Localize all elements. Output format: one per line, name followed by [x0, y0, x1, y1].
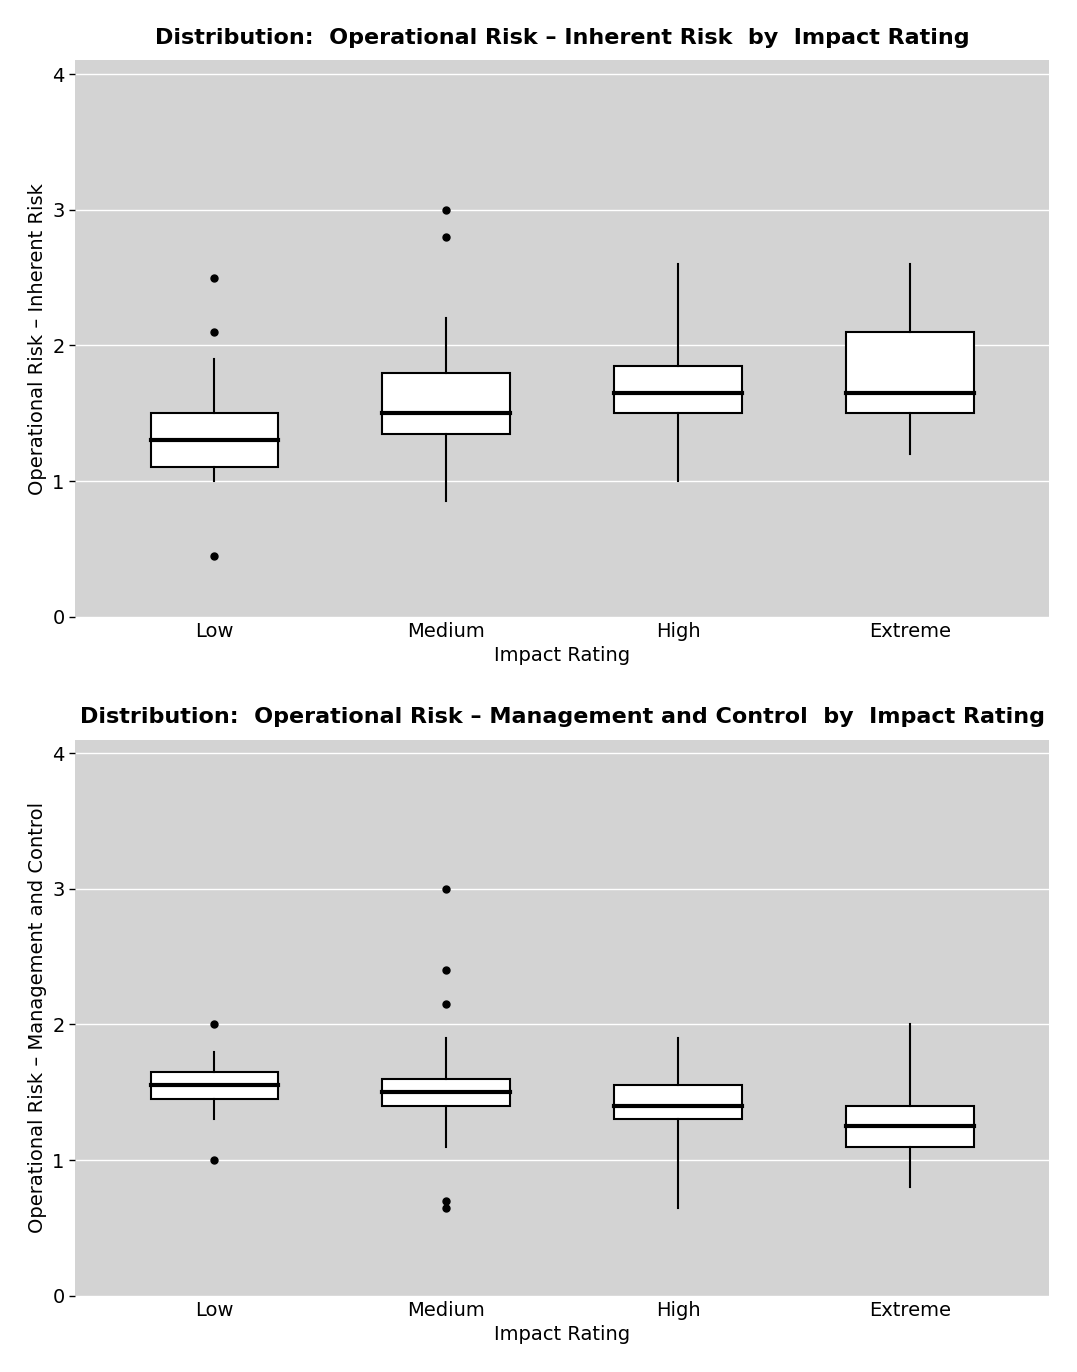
Title: Distribution:  Operational Risk – Management and Control  by  Impact Rating: Distribution: Operational Risk – Managem… [80, 707, 1045, 727]
X-axis label: Impact Rating: Impact Rating [494, 1325, 630, 1345]
Bar [847, 332, 974, 413]
Bar [151, 1072, 278, 1099]
Bar [151, 413, 278, 468]
Y-axis label: Operational Risk – Inherent Risk: Operational Risk – Inherent Risk [28, 182, 46, 494]
Bar [614, 366, 742, 413]
Bar [382, 373, 510, 434]
X-axis label: Impact Rating: Impact Rating [494, 646, 630, 665]
Bar [614, 1085, 742, 1120]
Title: Distribution:  Operational Risk – Inherent Risk  by  Impact Rating: Distribution: Operational Risk – Inheren… [155, 27, 969, 48]
Bar [847, 1106, 974, 1147]
Y-axis label: Operational Risk – Management and Control: Operational Risk – Management and Contro… [28, 803, 46, 1233]
Bar [382, 1078, 510, 1106]
